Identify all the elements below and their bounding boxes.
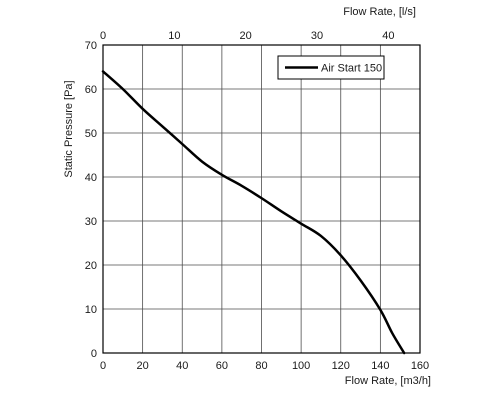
x2-tick-label: 30 <box>311 30 323 42</box>
legend: Air Start 150 <box>277 55 385 80</box>
legend-box <box>277 55 385 80</box>
y-tick-label: 10 <box>85 304 97 316</box>
y-tick-label: 60 <box>85 84 97 96</box>
x-tick-label: 40 <box>176 360 188 372</box>
x-tick-label: 160 <box>411 360 429 372</box>
x-tick-label: 100 <box>292 360 310 372</box>
x2-tick-label: 10 <box>168 30 180 42</box>
x-tick-label: 20 <box>137 360 149 372</box>
x-tick-label: 120 <box>332 360 350 372</box>
x2-tick-label: 0 <box>100 30 106 42</box>
plot-frame <box>102 44 421 354</box>
y-tick-label: 0 <box>91 348 97 360</box>
y-tick-label: 70 <box>85 40 97 52</box>
x-tick-label: 80 <box>255 360 267 372</box>
x-tick-label: 60 <box>216 360 228 372</box>
x-tick-label: 0 <box>100 360 106 372</box>
x2-tick-label: 20 <box>240 30 252 42</box>
x2-axis-label: Flow Rate, [l/s] <box>343 6 416 18</box>
y-tick-label: 50 <box>85 128 97 140</box>
y-tick-label: 20 <box>85 260 97 272</box>
y-tick-label: 40 <box>85 172 97 184</box>
legend-label: Air Start 150 <box>321 63 382 75</box>
y-tick-label: 30 <box>85 216 97 228</box>
x-axis-label: Flow Rate, [m3/h] <box>345 375 431 387</box>
x2-tick-label: 40 <box>382 30 394 42</box>
series-line-air-start-150 <box>101 70 406 355</box>
series <box>101 70 406 355</box>
y-axis-label: Static Pressure [Pa] <box>63 80 75 177</box>
x-tick-label: 140 <box>371 360 389 372</box>
